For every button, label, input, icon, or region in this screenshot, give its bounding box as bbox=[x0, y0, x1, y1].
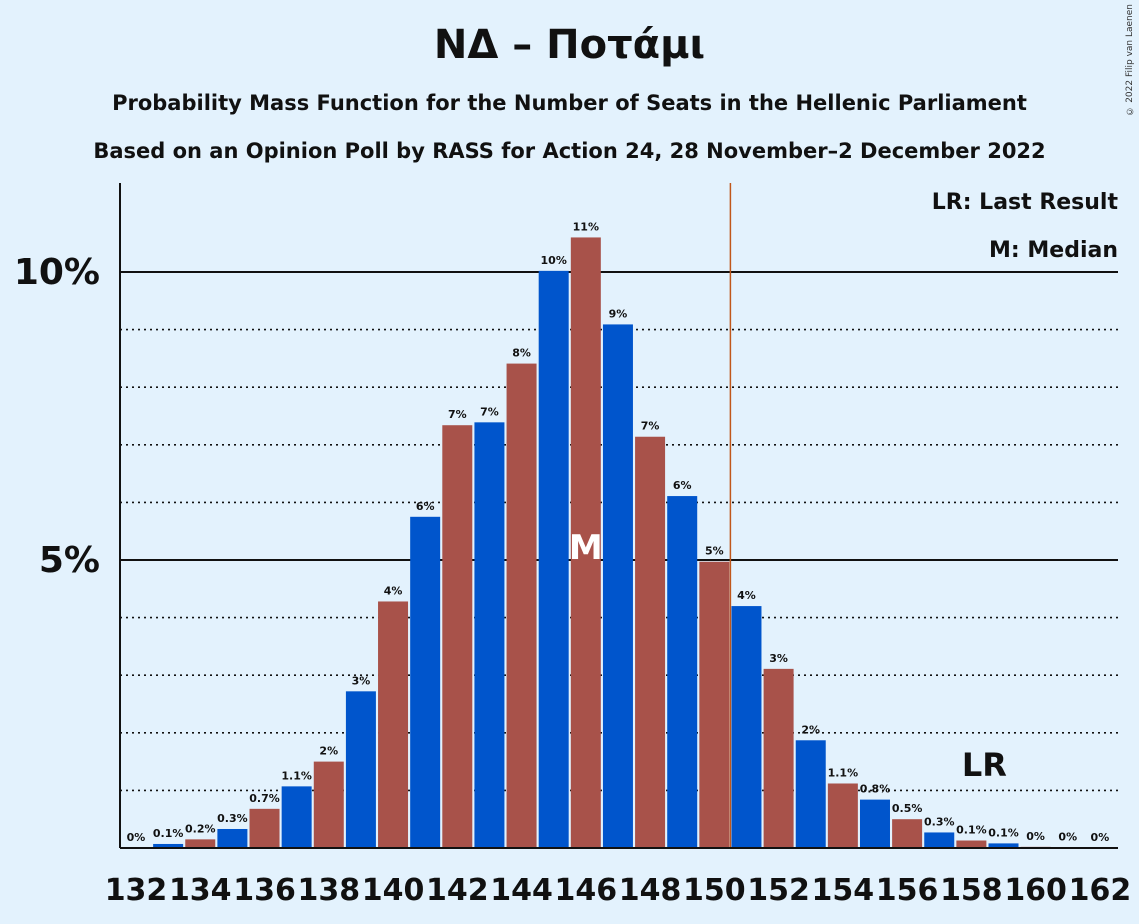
bar-label: 9% bbox=[609, 307, 628, 320]
bar-label: 0.1% bbox=[988, 826, 1019, 839]
bar-seat-135 bbox=[217, 828, 248, 848]
bar-labels: 0% 0.1% 0.2%0.3%0.7%1.1%2%3%4%6%7% 7%8%10%1… bbox=[127, 220, 1110, 844]
bar-label: 7% bbox=[448, 408, 467, 421]
y-tick-label: 10% bbox=[14, 252, 100, 293]
bar-label: 7% bbox=[641, 420, 660, 433]
bar-seat-138 bbox=[313, 761, 344, 848]
bar-label: 8% bbox=[512, 347, 531, 360]
x-tick-label: 142 bbox=[426, 873, 489, 908]
bar-label: 3% bbox=[769, 652, 788, 665]
bar-label: 4% bbox=[384, 584, 403, 597]
bar-seat-155 bbox=[859, 799, 890, 848]
y-tick-label: 5% bbox=[39, 540, 100, 581]
bar-seat-156 bbox=[892, 819, 923, 848]
bar-label: 0.3% bbox=[924, 815, 955, 828]
axes: 5%10%132 134 136 138 140 142 144 146 148 150 152 15… bbox=[14, 183, 1131, 908]
x-tick-label: 144 bbox=[490, 873, 553, 908]
bar-seat-136 bbox=[249, 808, 280, 848]
x-tick-label: 146 bbox=[555, 873, 618, 908]
legend-last-result: LR: Last Result bbox=[932, 190, 1119, 215]
bar-label: 2% bbox=[801, 723, 820, 736]
x-tick-label: 134 bbox=[169, 873, 232, 908]
bar-seat-145 bbox=[538, 270, 569, 848]
bar-label: 0.8% bbox=[860, 783, 891, 796]
x-tick-label: 132 bbox=[105, 873, 168, 908]
x-tick-label: 154 bbox=[812, 873, 875, 908]
bar-seat-154 bbox=[827, 783, 858, 848]
median-marker: M bbox=[569, 528, 603, 568]
bar-seat-133 bbox=[153, 843, 184, 848]
x-tick-label: 136 bbox=[233, 873, 296, 908]
bar-label: 4% bbox=[737, 589, 756, 602]
chart-subtitle: Probability Mass Function for the Number… bbox=[112, 91, 1027, 115]
bar-label: 5% bbox=[705, 545, 724, 558]
bar-label: 0% bbox=[1058, 830, 1077, 843]
bar-label: 0% bbox=[1026, 830, 1045, 843]
legend-median: M: Median bbox=[989, 238, 1118, 263]
bar-seat-141 bbox=[410, 516, 441, 848]
x-tick-label: 160 bbox=[1004, 873, 1067, 908]
x-tick-label: 140 bbox=[362, 873, 425, 908]
bar-label: 6% bbox=[673, 479, 692, 492]
bar-label: 0.1% bbox=[153, 827, 184, 840]
bar-seat-139 bbox=[345, 691, 376, 848]
bar-seat-150 bbox=[699, 561, 730, 848]
bar-label: 0% bbox=[127, 831, 146, 844]
bar-seat-143 bbox=[474, 422, 505, 848]
bar-seat-147 bbox=[602, 324, 633, 848]
x-tick-label: 162 bbox=[1069, 873, 1132, 908]
bar-seat-149 bbox=[667, 496, 698, 848]
bar-seat-153 bbox=[795, 740, 826, 848]
bar-label: 6% bbox=[416, 500, 435, 513]
bar-seat-157 bbox=[924, 832, 955, 848]
bar-label: 3% bbox=[352, 674, 371, 687]
bar-seat-152 bbox=[763, 668, 794, 848]
chart-title: ΝΔ – Ποτάμι bbox=[433, 22, 706, 68]
x-tick-label: 138 bbox=[297, 873, 360, 908]
bar-label: 1.1% bbox=[281, 769, 312, 782]
bar-label: 0% bbox=[1091, 831, 1110, 844]
x-tick-label: 158 bbox=[940, 873, 1003, 908]
bar-seat-148 bbox=[635, 436, 666, 848]
x-tick-label: 148 bbox=[619, 873, 682, 908]
bar-seat-142 bbox=[442, 425, 473, 848]
bars bbox=[153, 237, 1083, 848]
last-result-marker: LR bbox=[962, 746, 1007, 784]
bar-label: 0.3% bbox=[217, 812, 248, 825]
bar-label: 0.7% bbox=[249, 792, 280, 805]
x-tick-label: 150 bbox=[683, 873, 746, 908]
bar-label: 0.5% bbox=[892, 802, 923, 815]
bar-label: 7% bbox=[480, 405, 499, 418]
bar-label: 0.1% bbox=[956, 824, 987, 837]
bar-seat-137 bbox=[281, 786, 312, 848]
bar-seat-159 bbox=[988, 843, 1019, 848]
bar-seat-140 bbox=[378, 601, 409, 848]
bar-label: 0.2% bbox=[185, 822, 216, 835]
x-tick-label: 156 bbox=[876, 873, 939, 908]
bar-label: 2% bbox=[319, 745, 338, 758]
bar-label: 1.1% bbox=[828, 766, 859, 779]
bar-seat-146 bbox=[570, 237, 601, 848]
bar-label: 11% bbox=[573, 220, 599, 233]
chart-subtitle-source: Based on an Opinion Poll by RASS for Act… bbox=[93, 139, 1046, 163]
bar-seat-151 bbox=[731, 606, 762, 848]
bar-seat-144 bbox=[506, 363, 537, 848]
bar-label: 10% bbox=[541, 254, 567, 267]
bar-seat-158 bbox=[956, 840, 987, 848]
x-tick-label: 152 bbox=[747, 873, 810, 908]
bar-seat-134 bbox=[185, 839, 216, 848]
